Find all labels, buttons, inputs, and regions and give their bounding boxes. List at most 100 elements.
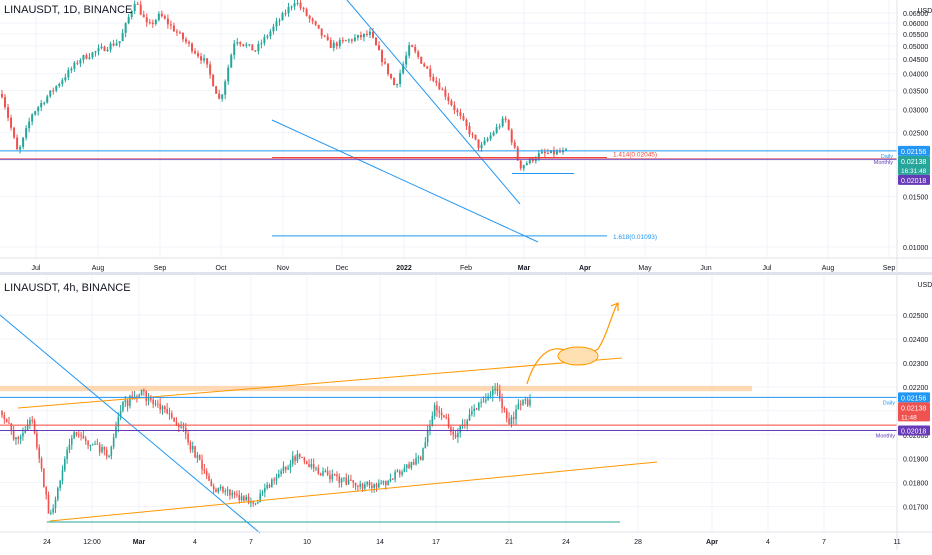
price-tick-label: 0.03500 <box>903 88 928 95</box>
top-time-axis[interactable]: Jul Aug Sep Oct Nov Dec 2022 Feb Mar Apr May Jun Jul… <box>0 257 932 272</box>
monthly-level-label: Monthly <box>874 160 894 166</box>
bottom-time-axis[interactable]: 24 12:00 Mar 4 7 10 14 17 21 24 28 Apr 4 7 11 <box>0 531 932 546</box>
candle-down-body <box>103 46 106 51</box>
channel-lower-line <box>49 461 658 522</box>
target-ellipse <box>557 346 599 366</box>
candle-down-body <box>411 45 414 47</box>
candle-up-body <box>196 455 199 458</box>
candle-up-body <box>522 400 524 405</box>
candle-up-body <box>264 488 266 493</box>
candle-down-body <box>501 398 503 409</box>
badge-daily-text: 0.02156 <box>901 395 926 402</box>
candle-up-body <box>272 26 275 32</box>
candle-down-body <box>508 418 510 425</box>
candle-up-body <box>91 444 94 446</box>
candle-up-body <box>122 402 124 411</box>
candle-down-body <box>189 442 192 450</box>
time-tick-label: 14 <box>376 539 384 546</box>
candle-up-body <box>331 474 334 480</box>
time-tick-label: 10 <box>303 539 311 546</box>
candle-down-body <box>170 413 173 418</box>
daily-chart-svg[interactable]: 1.414(0.02045) 1.618(0.01093) DailyMonthly… <box>0 0 932 272</box>
candle-down-body <box>206 58 209 65</box>
candle-down-body <box>444 89 447 97</box>
candle-down-body <box>505 409 508 419</box>
candle-up-body <box>54 499 57 509</box>
candle-up-body <box>315 468 317 470</box>
candle-down-body <box>212 74 215 87</box>
candle-up-body <box>266 484 268 489</box>
candle-up-body <box>112 437 115 447</box>
price-tick-label: 0.02300 <box>903 361 928 368</box>
candle-down-body <box>229 489 231 496</box>
candle-down-body <box>166 18 169 25</box>
time-tick-label: Sep <box>154 265 167 272</box>
candle-down-body <box>301 457 303 459</box>
candle-down-body <box>236 494 238 496</box>
candle-down-body <box>336 474 338 477</box>
candle-up-body <box>457 432 459 438</box>
candle-down-body <box>314 21 317 25</box>
candle-down-body <box>166 409 168 414</box>
candle-down-body <box>350 39 353 41</box>
candle-up-body <box>380 482 382 484</box>
candle-up-body <box>417 457 420 459</box>
candle-down-body <box>454 434 457 438</box>
candle-down-body <box>546 153 549 155</box>
candle-down-body <box>496 388 499 391</box>
top-price-axis[interactable]: 0.010000.015000.020000.025000.030000.035… <box>896 0 932 272</box>
candle-up-body <box>565 149 567 151</box>
time-tick-label: 24 <box>43 539 51 546</box>
candle-down-body <box>38 447 41 459</box>
daily-chart-pane[interactable]: 1.414(0.02045) 1.618(0.01093) Daily Monthly… <box>0 0 932 272</box>
time-tick-label: 4 <box>766 539 770 546</box>
candle-up-body <box>73 432 75 438</box>
candle-down-body <box>510 129 513 143</box>
candle-down-body <box>136 3 139 5</box>
candle-down-body <box>435 80 438 83</box>
candle-up-body <box>73 62 76 69</box>
candle-down-body <box>531 158 534 162</box>
candle-up-body <box>468 414 471 421</box>
4h-chart-svg[interactable]: Daily Monthly 0.01700 0.01800 0.01900 0.0200… <box>0 275 932 550</box>
candle-up-body <box>466 420 468 426</box>
badge-daily-bg <box>898 145 930 156</box>
candle-down-body <box>16 137 19 150</box>
candle-down-body <box>210 480 213 487</box>
candle-up-body <box>510 417 513 425</box>
candle-up-body <box>161 406 164 410</box>
candle-down-body <box>168 413 171 415</box>
candle-down-body <box>145 17 148 23</box>
pane-divider[interactable] <box>0 272 932 275</box>
candle-up-body <box>67 70 70 78</box>
candle-up-body <box>100 46 103 49</box>
candle-up-body <box>415 458 417 465</box>
candle-up-body <box>121 32 124 42</box>
candle-down-body <box>311 18 314 22</box>
candle-up-body <box>219 486 222 488</box>
4h-chart-pane[interactable]: Daily Monthly 0.01700 0.01800 0.01900 0.0200… <box>0 275 932 550</box>
candle-down-body <box>371 31 374 38</box>
candle-up-body <box>382 481 385 483</box>
candle-up-body <box>498 126 501 128</box>
candle-up-body <box>52 508 54 513</box>
candle-down-body <box>112 43 115 46</box>
candle-down-body <box>381 50 384 63</box>
candle-up-body <box>366 482 368 485</box>
fib-1618-label: 1.618(0.01093) <box>613 234 657 241</box>
currency-label: USDT <box>917 8 932 15</box>
candle-up-body <box>31 114 34 122</box>
candle-down-body <box>552 150 555 155</box>
time-tick-label: Jun <box>700 265 711 272</box>
candle-down-body <box>365 33 368 35</box>
candle-down-body <box>390 74 393 79</box>
resistance-zone-rect <box>0 385 752 392</box>
candle-up-body <box>15 437 17 440</box>
daily-level-label: Daily <box>883 400 895 406</box>
candle-down-body <box>238 494 241 501</box>
candle-down-body <box>175 31 178 33</box>
candle-down-body <box>298 454 301 458</box>
candle-down-body <box>5 418 8 423</box>
candle-down-body <box>1 410 3 416</box>
candle-down-body <box>159 404 161 410</box>
